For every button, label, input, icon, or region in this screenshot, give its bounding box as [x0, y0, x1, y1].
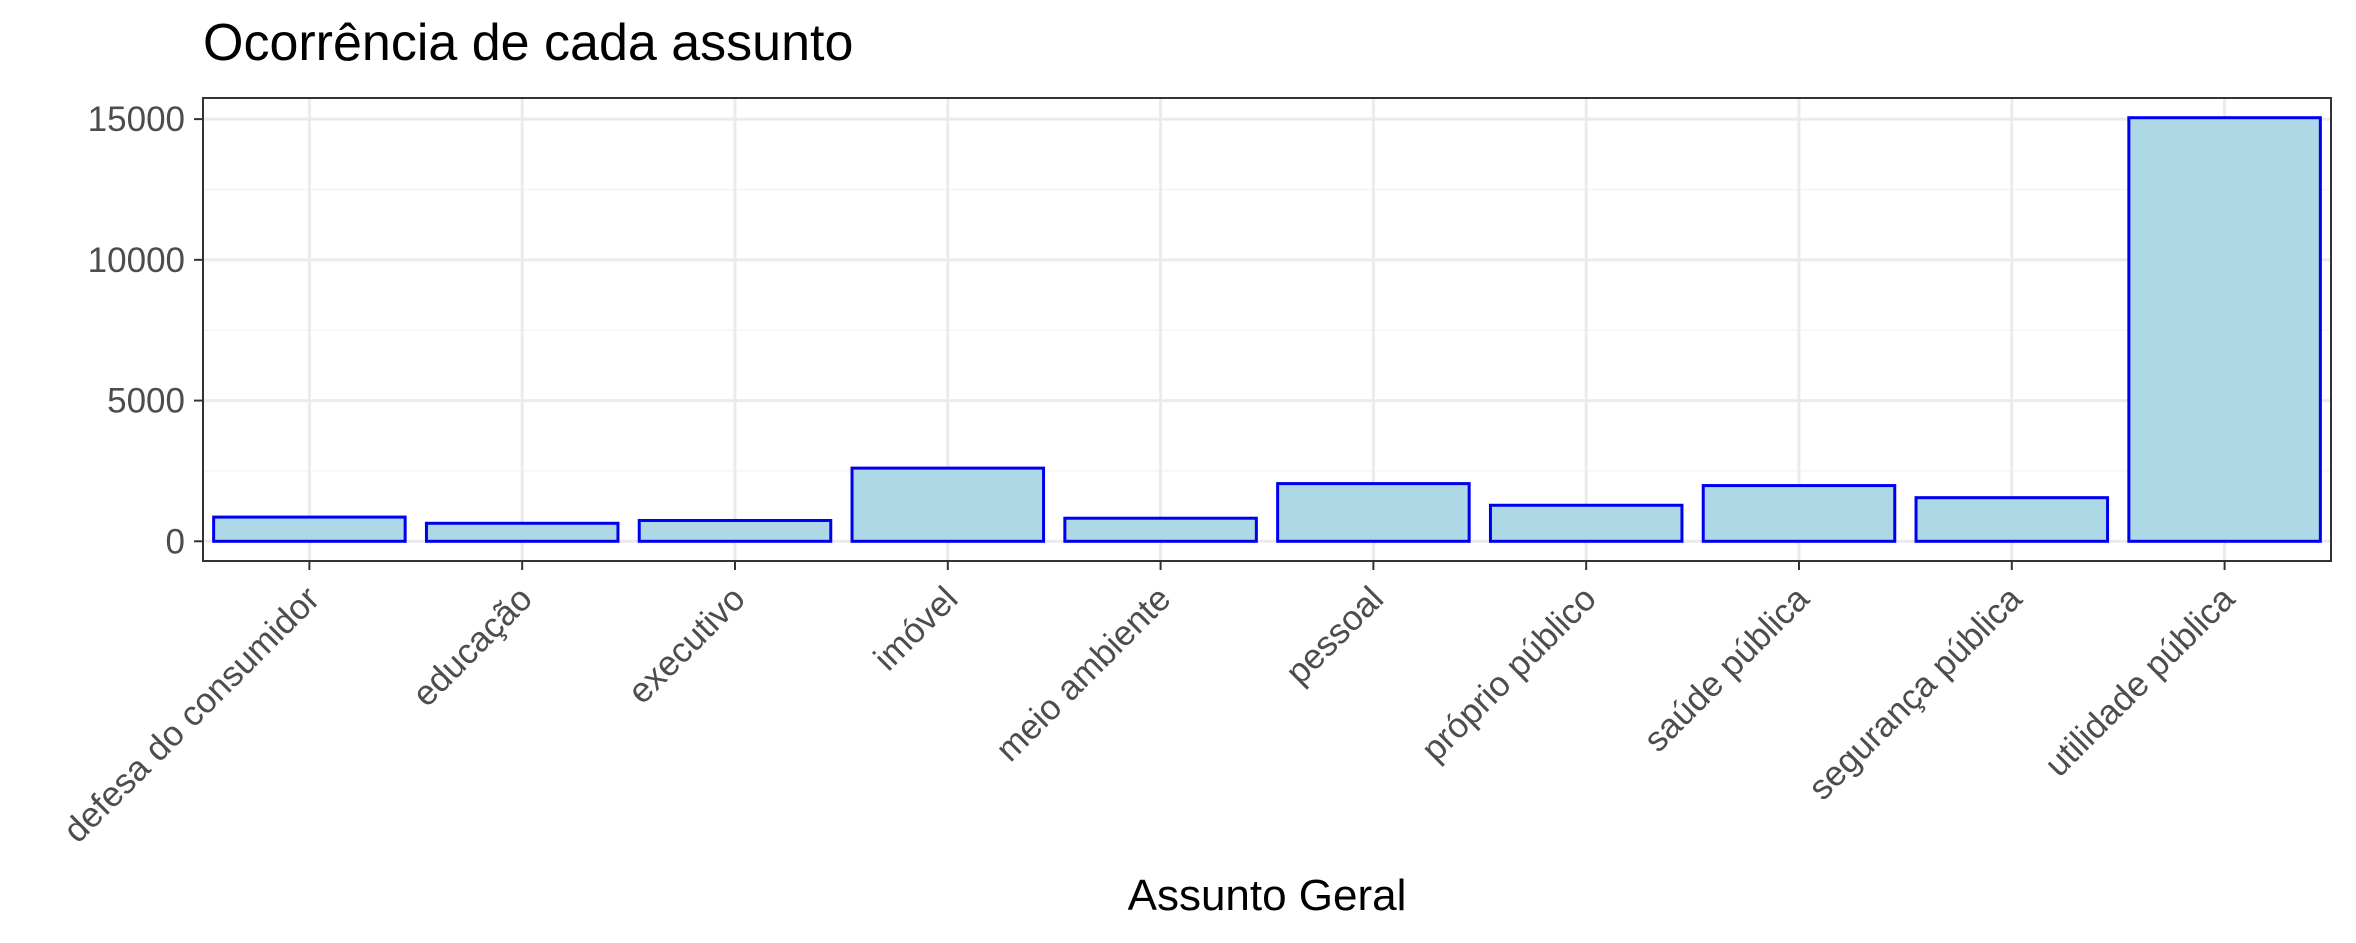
bars-layer: [212, 116, 2322, 543]
chart-title: Ocorrência de cada assunto: [203, 14, 853, 72]
x-tick-label: segurança pública: [1801, 579, 2030, 808]
bar-9: [2127, 116, 2322, 543]
y-tick-label: 10000: [88, 241, 185, 280]
panel-border: [202, 97, 2332, 562]
bar-1: [424, 521, 620, 543]
x-tick-label: imóvel: [866, 579, 965, 678]
x-axis: defesa do consumidor educação executivo imó…: [56, 561, 2243, 850]
x-tick-label: defesa do consumidor: [56, 579, 327, 850]
y-tick-label: 15000: [88, 100, 185, 139]
grid-layer: [203, 98, 2331, 561]
x-axis-title: Assunto Geral: [1128, 871, 1407, 920]
bar-0: [212, 515, 407, 543]
y-tick-label: 5000: [107, 382, 185, 421]
bar-2: [637, 518, 833, 543]
x-tick-label: pessoal: [1278, 579, 1391, 692]
x-tick-label: utilidade pública: [2037, 579, 2242, 784]
x-tick-label: educação: [405, 579, 540, 714]
bar-5: [1276, 482, 1471, 543]
bar-8: [1914, 496, 2110, 543]
x-tick-label: executivo: [621, 579, 753, 711]
bar-7: [1701, 484, 1897, 543]
bar-6: [1488, 503, 1684, 543]
x-tick-label: próprio público: [1414, 579, 1604, 769]
y-tick-label: 0: [166, 522, 185, 561]
bar-4: [1063, 516, 1258, 543]
x-tick-label: saúde pública: [1636, 579, 1817, 760]
y-axis: 0 5000 10000 15000: [88, 100, 203, 561]
bar-3: [850, 466, 1046, 543]
x-tick-label: meio ambiente: [988, 579, 1178, 769]
